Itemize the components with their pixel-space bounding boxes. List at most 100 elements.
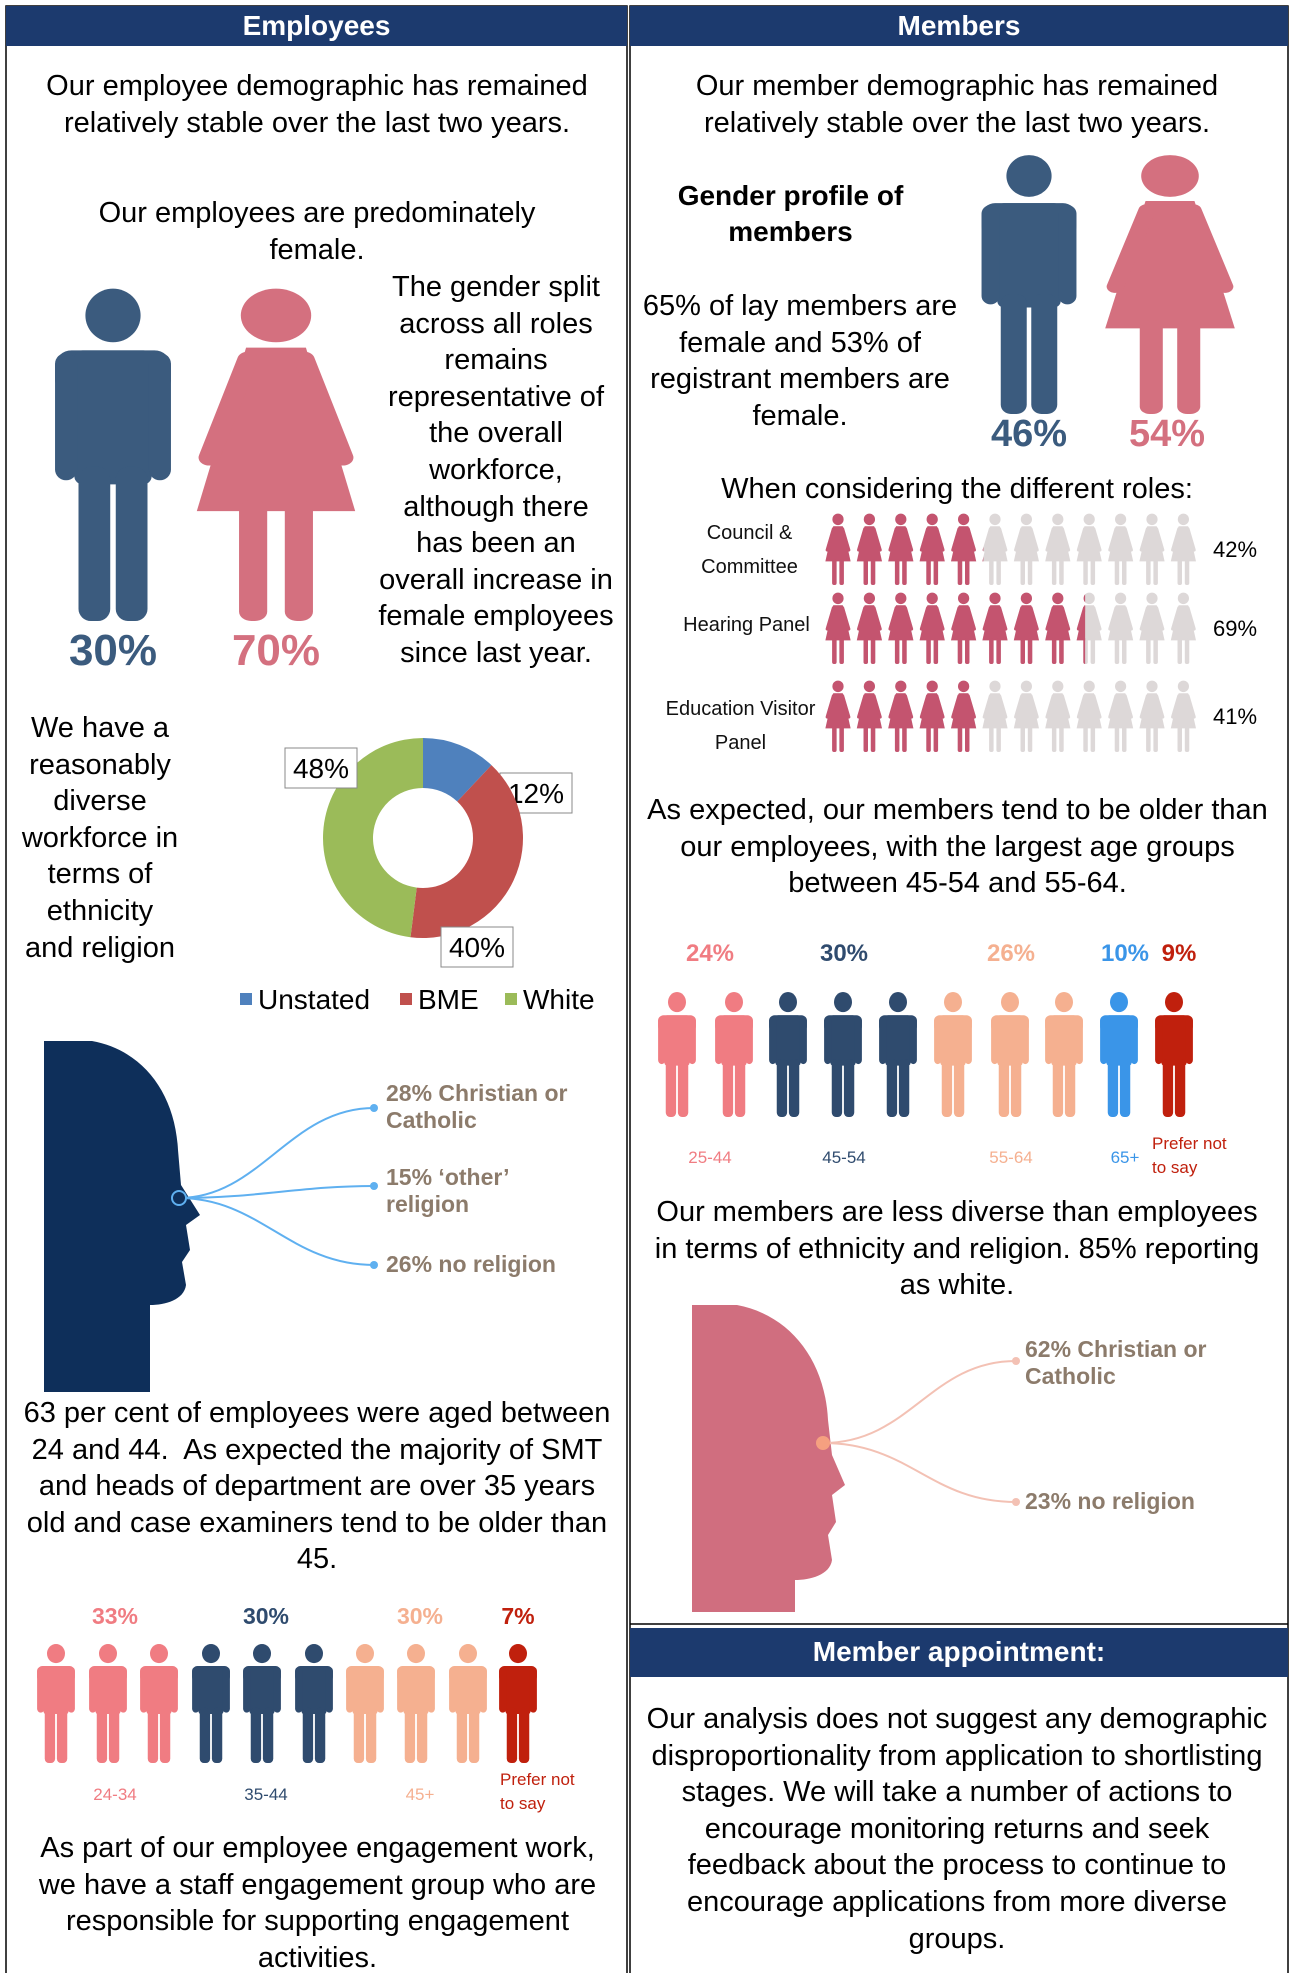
paragraph: As part of our employee engagement work,… <box>20 1830 615 1973</box>
man-icon <box>295 1644 333 1763</box>
leg <box>735 1059 745 1117</box>
head <box>958 681 969 693</box>
heading: Gender profile of members <box>658 178 923 250</box>
leg <box>405 1708 415 1763</box>
arm <box>449 1667 456 1713</box>
data-label: 41% <box>1213 704 1257 729</box>
leg <box>469 1708 479 1763</box>
leg <box>666 1059 676 1117</box>
torso <box>301 1666 326 1714</box>
leg <box>844 1059 854 1117</box>
arm <box>1131 1016 1138 1064</box>
head <box>1021 593 1032 605</box>
head-silhouette <box>692 1305 845 1612</box>
head <box>725 992 743 1012</box>
leg <box>942 1059 952 1117</box>
leg <box>1001 294 1027 414</box>
header: Member appointment: <box>630 1632 1288 1672</box>
head <box>1178 514 1189 526</box>
leg <box>1021 638 1025 664</box>
leg <box>251 1708 261 1763</box>
torso <box>885 1015 910 1065</box>
head <box>895 593 906 605</box>
leg <box>1028 559 1032 585</box>
arm <box>746 1016 753 1064</box>
religion-label: 26% no religion <box>386 1251 572 1278</box>
woman-icon <box>888 593 913 664</box>
head <box>927 681 938 693</box>
arm <box>991 1016 998 1064</box>
leg <box>519 1708 529 1763</box>
head <box>989 514 1000 526</box>
leg <box>263 1708 273 1763</box>
age-share: 9% <box>1162 940 1197 967</box>
head <box>1115 593 1126 605</box>
head <box>356 1644 374 1663</box>
leg <box>902 559 906 585</box>
head <box>958 593 969 605</box>
woman-icon <box>1045 514 1070 585</box>
leg <box>1122 638 1126 664</box>
leg <box>895 726 899 752</box>
torso <box>43 1666 68 1714</box>
head <box>889 992 907 1012</box>
leg <box>723 1059 733 1117</box>
torso <box>146 1666 171 1714</box>
head <box>1165 992 1183 1012</box>
leg <box>887 1059 897 1117</box>
leg <box>832 1059 842 1117</box>
woman-icon <box>825 681 850 752</box>
age-share: 30% <box>397 1603 443 1629</box>
woman-icon <box>982 514 1007 585</box>
head <box>989 681 1000 693</box>
arm <box>68 1667 75 1713</box>
leg <box>97 1708 107 1763</box>
leg <box>1115 638 1119 664</box>
arm <box>140 1667 147 1713</box>
man-icon <box>37 1644 75 1763</box>
legend-swatch <box>505 993 517 1005</box>
man-icon <box>1100 992 1138 1117</box>
head <box>1178 681 1189 693</box>
arm <box>428 1667 435 1713</box>
head <box>1146 681 1157 693</box>
head <box>99 1644 117 1663</box>
woman-icon <box>888 681 913 752</box>
gender-share: 30% <box>69 626 157 675</box>
woman-icon <box>1014 681 1039 752</box>
leg <box>1108 1059 1118 1117</box>
paragraph: Our employee demographic has remained re… <box>37 68 597 141</box>
leg <box>926 638 930 664</box>
man-icon <box>934 992 972 1117</box>
head <box>1084 514 1095 526</box>
age-label: 24-34 <box>93 1785 136 1804</box>
leg <box>507 1708 517 1763</box>
woman-icon <box>1014 514 1039 585</box>
leg <box>777 1059 787 1117</box>
age-label: 55-64 <box>989 1148 1032 1167</box>
leg <box>958 559 962 585</box>
leg <box>1021 726 1025 752</box>
leg <box>965 726 969 752</box>
head <box>944 992 962 1012</box>
woman-icon <box>1171 681 1196 752</box>
religion-label: 23% no religion <box>1025 1488 1211 1515</box>
age-share: 24% <box>686 940 734 967</box>
head <box>1141 155 1199 197</box>
head <box>1052 514 1063 526</box>
age-label: 45+ <box>406 1785 435 1804</box>
head <box>1001 992 1019 1012</box>
woman-icon <box>1139 514 1164 585</box>
arm <box>274 1667 281 1713</box>
arm <box>149 353 171 480</box>
head <box>47 1644 65 1663</box>
arm <box>1186 1016 1193 1064</box>
age-label: 45-54 <box>822 1148 865 1167</box>
leg <box>1178 638 1182 664</box>
woman-icon <box>982 681 1007 752</box>
man-icon <box>824 992 862 1117</box>
torso <box>1106 1015 1131 1065</box>
leg <box>832 638 836 664</box>
legend-swatch <box>400 993 412 1005</box>
torso <box>775 1015 800 1065</box>
